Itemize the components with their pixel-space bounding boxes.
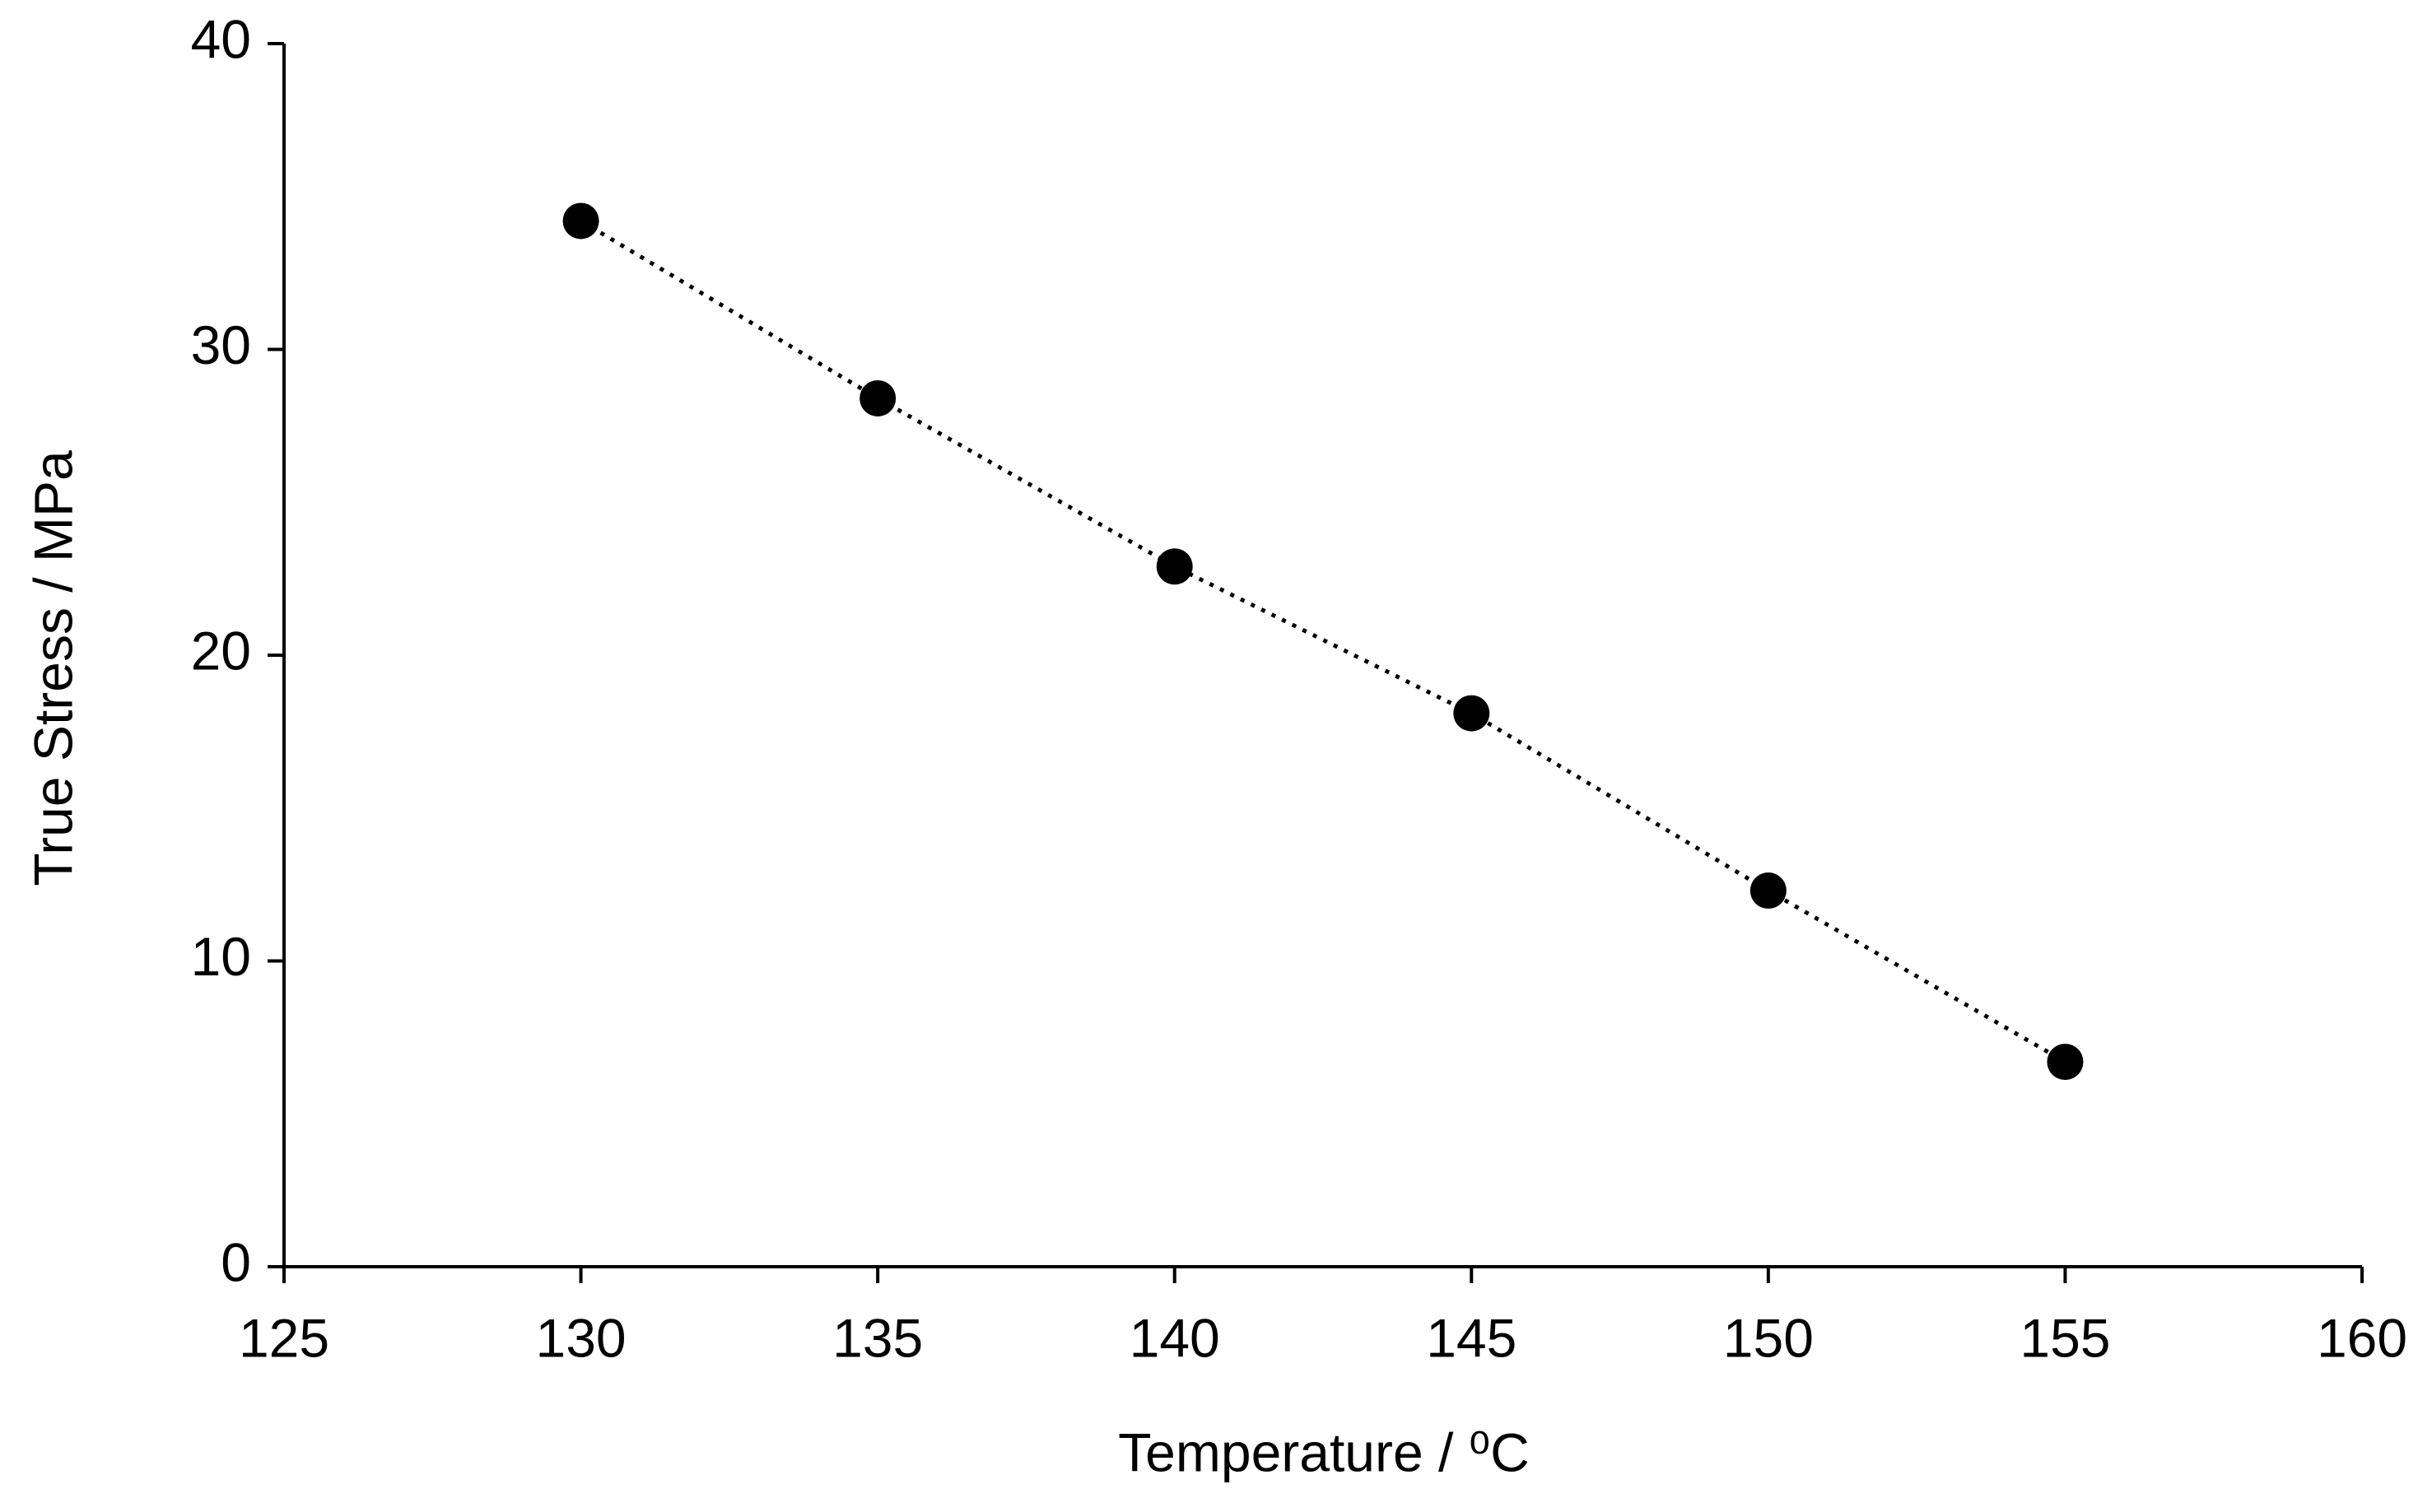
data-point — [2047, 1044, 2084, 1081]
y-tick-label: 0 — [221, 1231, 251, 1292]
y-tick-label: 10 — [191, 926, 251, 987]
y-tick-label: 40 — [191, 8, 251, 69]
connector-line — [580, 219, 2066, 1064]
x-tick-label: 150 — [1723, 1307, 1814, 1368]
data-point — [1749, 872, 1787, 910]
y-tick-label: 30 — [191, 314, 251, 375]
x-tick-label: 155 — [2020, 1307, 2110, 1368]
x-tick-label: 140 — [1130, 1307, 1220, 1368]
x-axis-title: Temperature / ⁰C — [1118, 1421, 1530, 1482]
data-point — [1156, 548, 1193, 585]
x-tick-label: 160 — [2317, 1307, 2407, 1368]
x-tick-label: 130 — [536, 1307, 627, 1368]
data-point — [1453, 695, 1490, 732]
data-point — [860, 379, 897, 416]
y-tick-label: 20 — [191, 620, 251, 681]
y-axis-title: True Stress / MPa — [22, 450, 83, 886]
x-tick-label: 145 — [1426, 1307, 1517, 1368]
data-point — [562, 202, 599, 240]
x-tick-label: 125 — [239, 1307, 329, 1368]
x-tick-label: 135 — [832, 1307, 923, 1368]
